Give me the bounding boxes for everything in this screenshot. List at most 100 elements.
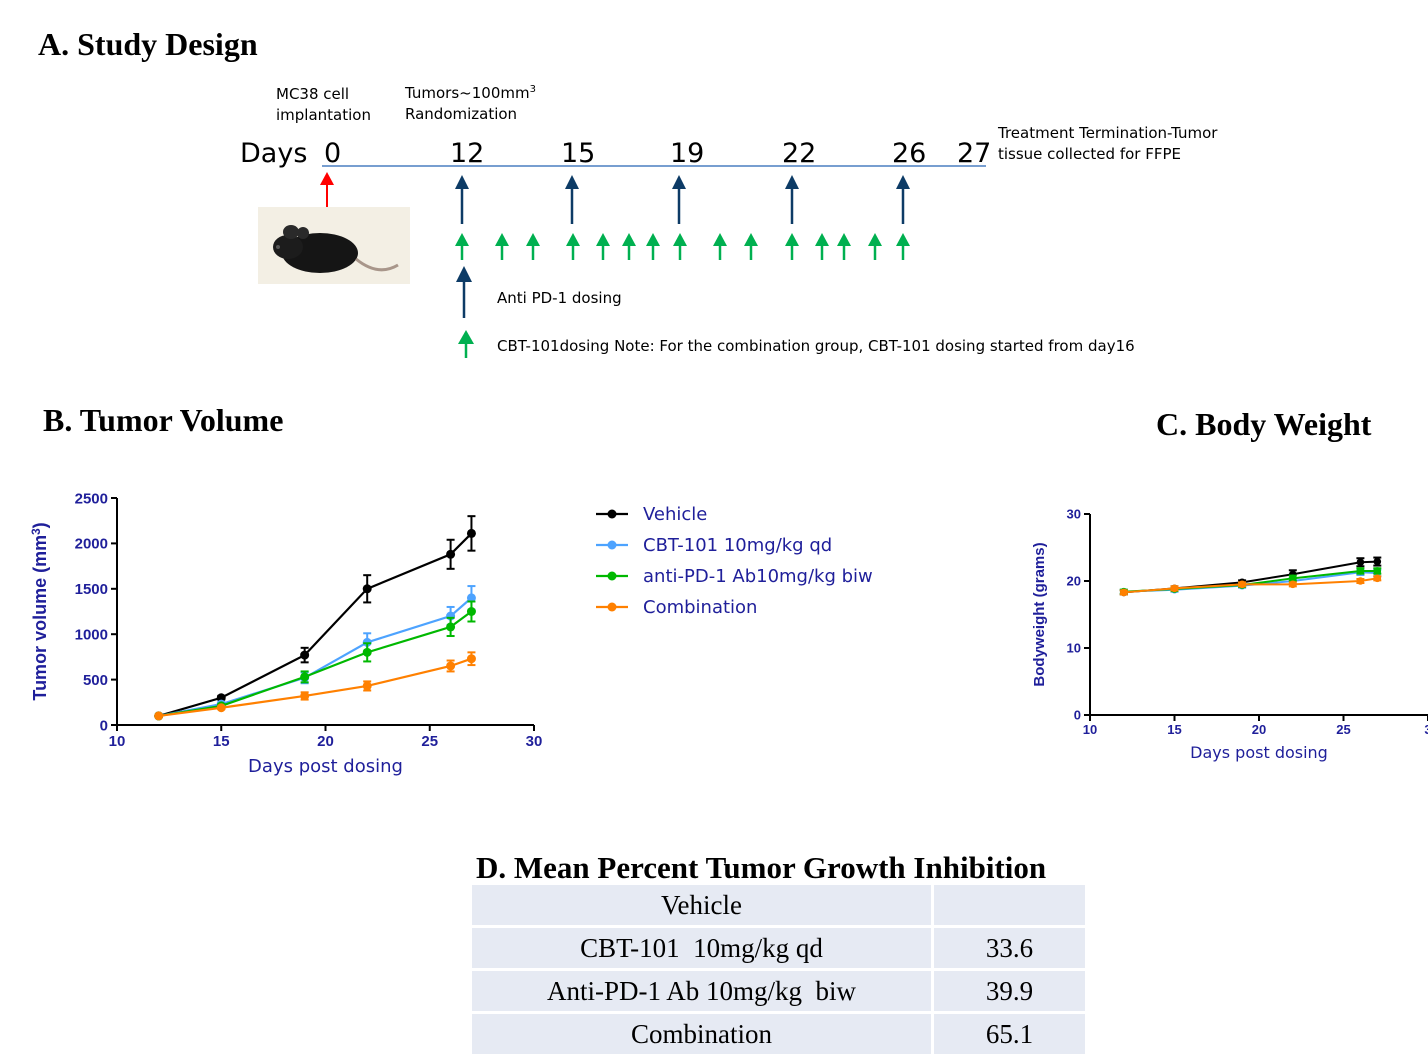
data-point bbox=[446, 661, 456, 671]
x-tick-label: 15 bbox=[1167, 722, 1181, 737]
table-row: CBT-101 10mg/kg qd 33.6 bbox=[472, 928, 1085, 968]
anti-pd1-arrow bbox=[672, 175, 686, 224]
x-tick-label: 10 bbox=[109, 733, 126, 750]
tgi-group-cell: Anti-PD-1 Ab 10mg/kg biw bbox=[472, 971, 931, 1011]
tgi-group-cell: CBT-101 10mg/kg qd bbox=[472, 928, 931, 968]
x-tick-label: 15 bbox=[213, 733, 230, 750]
data-point bbox=[362, 647, 372, 657]
tgi-value-cell: 39.9 bbox=[934, 971, 1085, 1011]
x-axis-label: Days post dosing bbox=[1190, 743, 1328, 762]
data-point bbox=[300, 650, 310, 660]
cbt-arrow bbox=[744, 233, 758, 260]
data-point bbox=[1373, 557, 1382, 566]
data-point bbox=[362, 584, 372, 594]
data-point bbox=[1373, 567, 1382, 575]
y-axis-label: Tumor volume (mm3) bbox=[30, 522, 51, 700]
series bbox=[1119, 574, 1382, 597]
cbt-arrow bbox=[566, 233, 580, 260]
series-line bbox=[158, 532, 473, 717]
cbt-arrows bbox=[455, 233, 910, 260]
y-axis-label: Bodyweight (grams) bbox=[1031, 542, 1048, 686]
table-row: Anti-PD-1 Ab 10mg/kg biw 39.9 bbox=[472, 971, 1085, 1011]
anti-pd1-legend-text: Anti PD-1 dosing bbox=[497, 289, 622, 307]
tumor-volume-legend: Vehicle CBT-101 10mg/kg qd anti-PD-1 Ab10m… bbox=[596, 504, 873, 618]
study-timeline bbox=[320, 165, 986, 358]
body-weight-chart: 1015202530102030Days post dosingBodyweig… bbox=[1031, 507, 1428, 762]
section-a-title: A. Study Design bbox=[38, 26, 258, 62]
cbt-arrow bbox=[455, 233, 469, 260]
data-point bbox=[154, 711, 164, 721]
day-label: 15 bbox=[561, 138, 596, 169]
y-tick-label: 2500 bbox=[75, 490, 108, 507]
data-point bbox=[300, 672, 310, 682]
cbt-arrow bbox=[837, 233, 851, 260]
data-point bbox=[1373, 574, 1382, 583]
x-tick-label: 30 bbox=[526, 733, 543, 750]
data-point bbox=[1289, 574, 1297, 583]
legend-marker bbox=[607, 509, 617, 519]
anti-pd1-legend-arrow bbox=[456, 266, 472, 318]
series-line bbox=[158, 610, 473, 718]
mouse-image bbox=[258, 207, 410, 284]
y-tick-label: 10 bbox=[1067, 641, 1081, 656]
legend-item: Vehicle bbox=[596, 504, 707, 525]
tgi-value-cell: 65.1 bbox=[934, 1014, 1085, 1054]
y-tick-label: 500 bbox=[83, 672, 108, 689]
cbt-arrow bbox=[673, 233, 687, 260]
series bbox=[154, 585, 476, 721]
days-label: Days bbox=[240, 138, 308, 169]
data-point bbox=[216, 693, 226, 703]
data-point bbox=[1170, 584, 1179, 593]
x-axis-label: Days post dosing bbox=[248, 756, 403, 777]
legend-item: CBT-101 10mg/kg qd bbox=[596, 535, 832, 556]
cbt-arrow bbox=[868, 233, 882, 260]
data-point bbox=[466, 528, 476, 538]
y-tick-label: 30 bbox=[1067, 507, 1081, 522]
cbt-arrow bbox=[896, 233, 910, 260]
section-c-title: C. Body Weight bbox=[1156, 406, 1372, 442]
data-point bbox=[1356, 558, 1365, 567]
randomization-note: Tumors~100mm3 Randomization bbox=[405, 84, 536, 123]
anti-pd1-arrows bbox=[455, 175, 910, 224]
section-b-title: B. Tumor Volume bbox=[43, 402, 284, 438]
y-tick-label: 1000 bbox=[75, 626, 108, 643]
data-point bbox=[362, 681, 372, 691]
x-tick-label: 20 bbox=[1252, 722, 1266, 737]
series-line bbox=[1123, 560, 1378, 594]
implant-note: MC38 cell implantation bbox=[276, 85, 371, 124]
x-tick-label: 10 bbox=[1083, 722, 1097, 737]
tgi-group-cell: Combination bbox=[472, 1014, 931, 1054]
data-point bbox=[466, 654, 476, 664]
tgi-group-cell: Vehicle bbox=[472, 885, 931, 925]
tgi-value-cell: 33.6 bbox=[934, 928, 1085, 968]
anti-pd1-arrow bbox=[785, 175, 799, 224]
data-point bbox=[1289, 580, 1297, 589]
table-row: Vehicle bbox=[472, 885, 1085, 925]
day-label: 26 bbox=[892, 138, 927, 169]
series bbox=[154, 515, 476, 721]
legend-item: Combination bbox=[596, 597, 757, 618]
anti-pd1-arrow bbox=[455, 175, 469, 224]
y-tick-label: 2000 bbox=[75, 536, 108, 553]
cbt-arrow bbox=[646, 233, 660, 260]
data-point bbox=[446, 549, 456, 559]
termination-note: Treatment Termination-Tumor tissue colle… bbox=[998, 124, 1218, 163]
data-point bbox=[466, 607, 476, 616]
y-tick-label: 1500 bbox=[75, 581, 108, 598]
tumor-volume-chart: 10 15 20 25 30 0 500 1000 1500 2000 2500 Days post … bbox=[30, 490, 543, 777]
data-point bbox=[216, 703, 226, 713]
x-tick-label: 25 bbox=[421, 733, 438, 750]
data-point bbox=[1356, 567, 1365, 575]
legend-marker bbox=[607, 540, 617, 550]
cbt-arrow bbox=[785, 233, 799, 260]
anti-pd1-arrow bbox=[565, 175, 579, 224]
legend-marker bbox=[607, 571, 617, 581]
legend-label: Combination bbox=[643, 597, 757, 618]
legend-item: anti-PD-1 Ab10mg/kg biw bbox=[596, 566, 873, 587]
cbt-arrow bbox=[713, 233, 727, 260]
y-tick-label: 20 bbox=[1067, 574, 1081, 589]
data-point bbox=[466, 593, 476, 603]
cbt-arrow bbox=[596, 233, 610, 260]
cbt-legend-arrow bbox=[458, 330, 474, 358]
data-point bbox=[446, 622, 456, 632]
